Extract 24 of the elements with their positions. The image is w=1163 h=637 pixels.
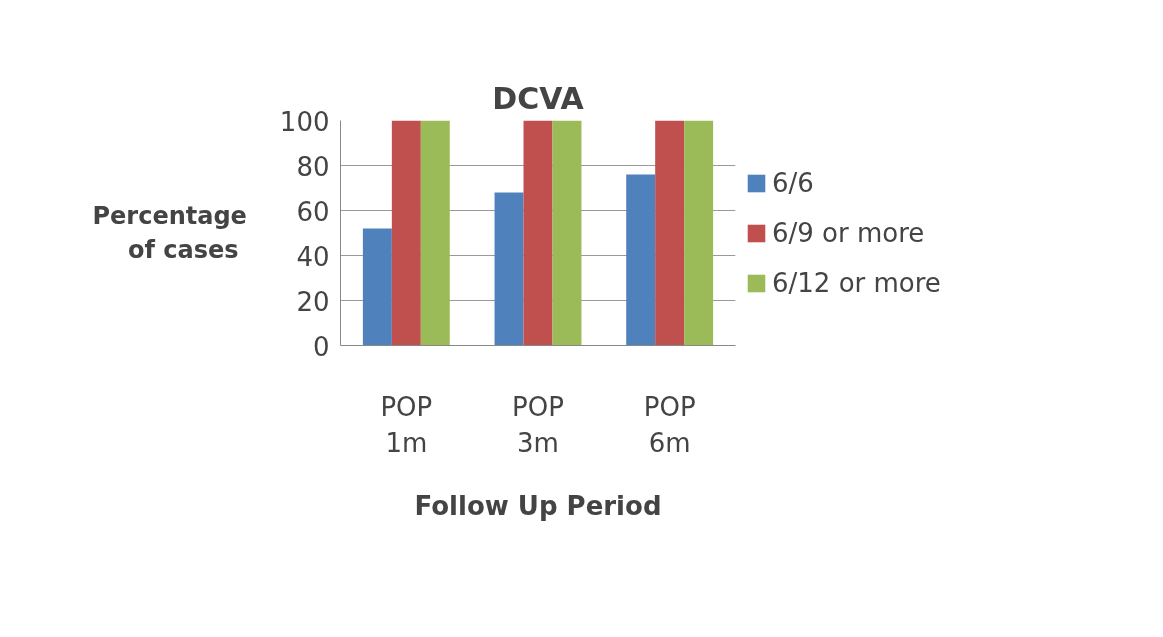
y-axis-title: Percentage of cases (92, 202, 247, 264)
bar (420, 120, 450, 346)
x-tick-label: POP 1m (380, 391, 433, 458)
y-tick-label: 100 (279, 106, 330, 137)
bar (655, 120, 685, 346)
y-tick-label: 0 (312, 331, 330, 362)
y-tick-label: 80 (296, 151, 330, 182)
legend-label: 6/12 or more (772, 267, 941, 298)
y-tick-label: 20 (296, 286, 330, 317)
x-tick-label: POP 6m (643, 391, 696, 458)
bar (362, 228, 392, 346)
y-tick-label: 40 (296, 241, 330, 272)
y-tick-label: 60 (296, 196, 330, 227)
x-axis-title: Follow Up Period (414, 490, 662, 521)
bar (523, 120, 553, 346)
bar (494, 192, 524, 346)
bar (552, 120, 582, 346)
bar (684, 120, 714, 346)
x-tick-label: POP 3m (512, 391, 564, 458)
legend-label: 6/9 or more (772, 217, 925, 248)
chart-title: DCVA (492, 80, 585, 116)
bar (391, 120, 421, 346)
legend-label: 6/6 (772, 167, 814, 198)
bar (626, 174, 656, 346)
